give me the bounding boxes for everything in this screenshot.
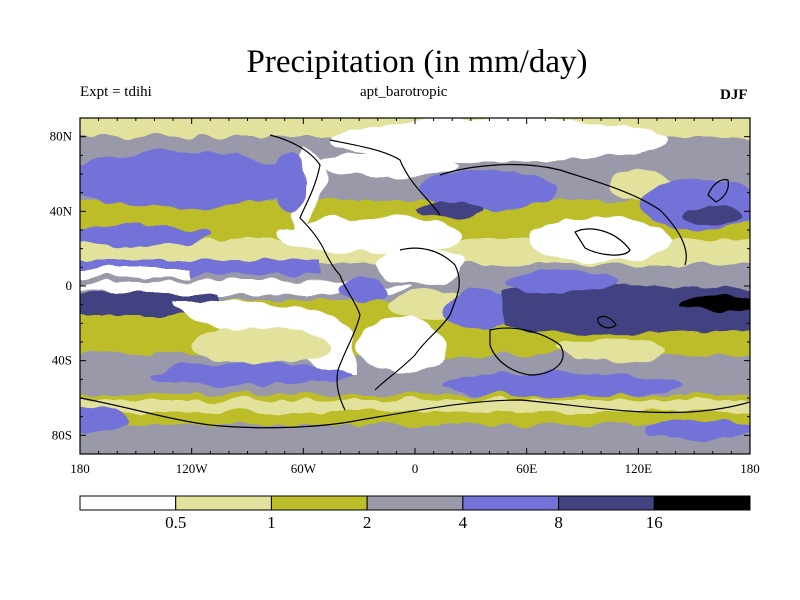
colorbar-swatch: [79, 495, 177, 511]
colorbar-label: 16: [646, 513, 663, 532]
map-title: Precipitation (in mm/day): [246, 44, 588, 80]
colorbar: 0.5 1 2 4 8 16: [79, 495, 751, 532]
field-blob: [320, 153, 460, 177]
field-blob: [190, 327, 330, 363]
field-band: [80, 400, 750, 412]
y-tick-label: 0: [66, 278, 73, 293]
colorbar-label: 1: [267, 513, 276, 532]
field-blob: [415, 202, 485, 218]
x-tick-label: 60W: [291, 461, 317, 476]
y-tick-label: 40N: [50, 203, 73, 218]
field-blob: [505, 272, 615, 292]
field-blob: [440, 373, 680, 397]
x-tick-label: 180: [70, 461, 90, 476]
field-blob: [340, 278, 390, 302]
coastline-south-america: [336, 274, 361, 411]
colorbar-label: 4: [459, 513, 468, 532]
season-label: DJF: [720, 87, 748, 103]
colorbar-swatch: [462, 495, 560, 511]
colorbar-swatch: [175, 495, 272, 511]
x-tick-label: 120W: [176, 461, 209, 476]
field-blob: [375, 245, 465, 285]
field-blob: [150, 363, 350, 387]
y-tick-label: 80S: [52, 427, 72, 442]
field-blob: [355, 317, 445, 373]
field-band: [80, 438, 750, 454]
colorbar-label: 8: [554, 513, 563, 532]
map-axes: 180 120W 60W 0 60E 120E 180 80N 40N 0 40S 80S: [50, 117, 760, 476]
case-label: apt_barotropic: [360, 84, 448, 100]
field-blob: [330, 118, 670, 162]
experiment-label: Expt = tdihi: [80, 84, 152, 100]
coastline-eurasia: [439, 163, 687, 266]
coastline-north-atlantic: [329, 139, 441, 216]
field-blob: [645, 420, 750, 440]
x-tick-label: 120E: [625, 461, 653, 476]
field-blob: [555, 338, 665, 362]
coastline-north-america: [269, 134, 341, 276]
colorbar-swatch: [270, 495, 368, 511]
x-tick-label: 180: [740, 461, 760, 476]
field-blob: [80, 152, 300, 208]
field-band: [80, 268, 190, 278]
field-blob: [505, 284, 750, 334]
field-blob: [685, 205, 745, 225]
field-blob: [680, 296, 750, 312]
coastline-japan: [707, 179, 729, 203]
field-blob: [420, 170, 560, 210]
coastline-india: [574, 228, 631, 256]
x-tick-label: 60E: [516, 461, 537, 476]
field-blob: [80, 408, 130, 432]
field-blob: [272, 150, 308, 210]
coastline-australia: [489, 327, 564, 376]
field-blob: [445, 290, 515, 330]
field-blob: [80, 225, 210, 245]
coastline-antarctica: [80, 397, 750, 429]
colorbar-swatch: [653, 495, 751, 511]
field-blob: [80, 281, 410, 295]
coastlines: [80, 134, 750, 429]
colorbar-swatch: [558, 495, 655, 511]
y-tick-label: 40S: [52, 353, 72, 368]
y-tick-label: 80N: [50, 129, 73, 144]
field-blob: [530, 218, 670, 262]
coastline-island: [597, 315, 617, 329]
colorbar-label: 2: [363, 513, 372, 532]
colorbar-swatch: [366, 495, 464, 511]
precipitation-field: [80, 118, 750, 454]
field-blob: [280, 217, 460, 253]
x-tick-label: 0: [412, 461, 419, 476]
coastline-africa: [374, 247, 460, 391]
colorbar-label: 0.5: [165, 513, 186, 532]
